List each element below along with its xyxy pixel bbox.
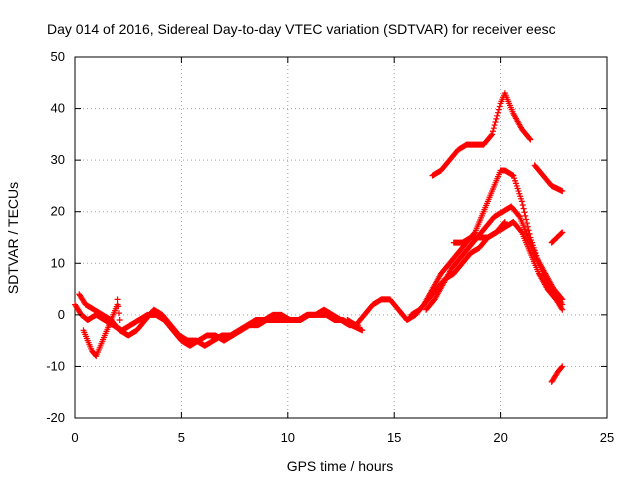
series-trace-i	[548, 229, 566, 246]
data-point	[558, 295, 565, 302]
data-point	[114, 296, 121, 303]
data-point	[489, 131, 496, 138]
series-trace-b	[76, 291, 362, 349]
data-point	[494, 112, 501, 119]
data-point	[523, 216, 530, 223]
x-tick-label: 20	[493, 430, 507, 445]
data-point	[488, 132, 495, 139]
data-point	[515, 212, 522, 219]
x-tick-label: 0	[71, 430, 78, 445]
data-point	[559, 296, 566, 303]
data-point	[359, 327, 366, 334]
series-trace-f	[450, 219, 508, 246]
y-tick-label: 50	[51, 49, 65, 64]
data-point	[525, 227, 532, 234]
x-axis-ticks: 0 5 10 15 20 25	[71, 57, 614, 445]
y-tick-label: 20	[51, 204, 65, 219]
data-point	[490, 125, 497, 132]
x-tick-label: 5	[178, 430, 185, 445]
data-point	[559, 363, 566, 370]
plot-frame	[74, 56, 608, 419]
data-point	[521, 209, 528, 216]
series-trace-j	[548, 363, 566, 385]
data-point	[489, 128, 496, 135]
data-point	[491, 122, 498, 129]
data-point	[501, 219, 508, 226]
data-point	[559, 306, 566, 313]
y-tick-label: -10	[46, 358, 65, 373]
data-points	[72, 90, 566, 385]
x-axis-label: GPS time / hours	[287, 458, 394, 474]
y-tick-label: 40	[51, 101, 65, 116]
series-trace-k	[80, 296, 123, 360]
data-point	[496, 103, 503, 110]
data-point	[526, 135, 533, 142]
data-point	[558, 364, 565, 371]
data-point	[558, 230, 565, 237]
data-point	[519, 202, 526, 209]
data-point	[559, 229, 566, 236]
data-point	[527, 136, 534, 143]
y-axis-label: SDTVAR / TECUs	[5, 182, 21, 294]
data-point	[522, 212, 529, 219]
series-trace-g	[429, 90, 534, 179]
x-tick-label: 25	[600, 430, 614, 445]
y-tick-label: 0	[58, 307, 65, 322]
y-tick-label: -20	[46, 410, 65, 425]
data-point	[115, 310, 122, 317]
series-trace-h	[531, 162, 566, 195]
data-point	[520, 205, 527, 212]
data-point	[501, 220, 508, 227]
y-tick-label: 10	[51, 255, 65, 270]
data-point	[115, 303, 122, 310]
data-point	[518, 198, 525, 205]
data-point	[495, 109, 502, 116]
data-point	[495, 106, 502, 113]
chart-title: Day 014 of 2016, Sidereal Day-to-day VTE…	[47, 21, 556, 37]
data-point	[116, 317, 123, 324]
data-point	[493, 115, 500, 122]
data-point	[492, 118, 499, 125]
x-tick-label: 10	[281, 430, 295, 445]
data-point	[559, 188, 566, 195]
x-tick-label: 15	[387, 430, 401, 445]
y-tick-label: 30	[51, 152, 65, 167]
y-axis-ticks: -20 -10 0 10 20 30 40 50	[46, 49, 607, 425]
series-trace-e	[423, 203, 566, 313]
